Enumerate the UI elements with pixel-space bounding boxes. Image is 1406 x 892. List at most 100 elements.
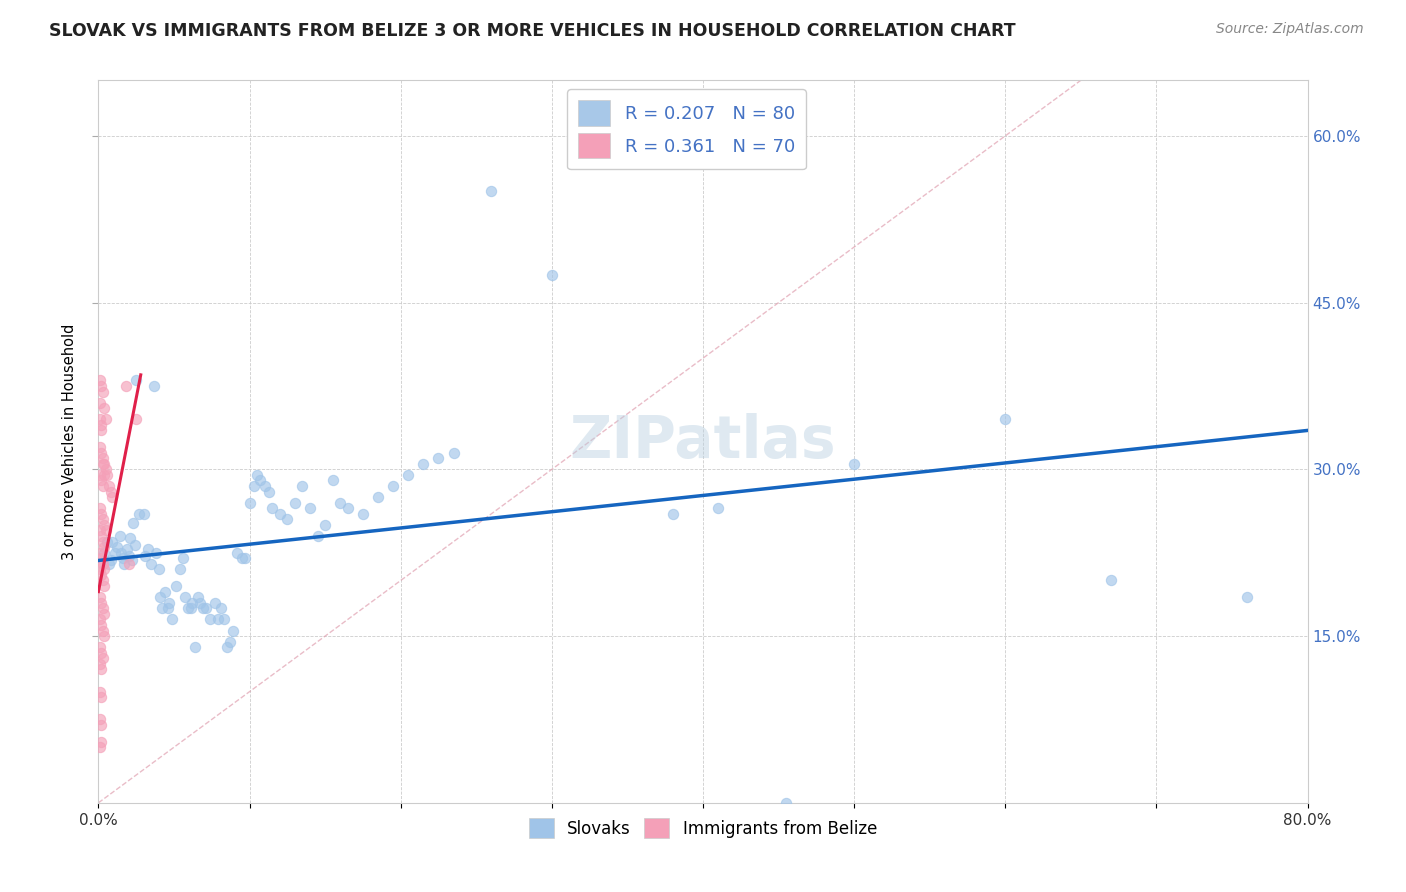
- Point: [367, 490, 389, 504]
- Point: [101, 534, 124, 549]
- Point: [112, 557, 135, 571]
- Point: [215, 640, 238, 655]
- Point: [91, 479, 114, 493]
- Point: [91, 651, 114, 665]
- Point: [150, 601, 173, 615]
- Point: [90, 618, 112, 632]
- Point: [194, 601, 217, 615]
- Point: [90, 596, 112, 610]
- Point: [844, 457, 866, 471]
- Point: [90, 379, 112, 393]
- Point: [94, 462, 117, 476]
- Point: [91, 457, 114, 471]
- Point: [707, 501, 730, 516]
- Point: [243, 479, 266, 493]
- Point: [222, 624, 245, 638]
- Point: [156, 601, 179, 615]
- Point: [110, 546, 132, 560]
- Point: [173, 590, 195, 604]
- Point: [276, 512, 298, 526]
- Point: [336, 501, 359, 516]
- Point: [775, 796, 797, 810]
- Point: [322, 474, 344, 488]
- Point: [89, 590, 111, 604]
- Point: [90, 646, 112, 660]
- Point: [121, 553, 143, 567]
- Point: [204, 596, 226, 610]
- Point: [134, 549, 156, 563]
- Point: [284, 496, 307, 510]
- Point: [149, 590, 172, 604]
- Point: [209, 601, 232, 615]
- Point: [172, 551, 194, 566]
- Point: [114, 379, 136, 393]
- Point: [159, 596, 181, 610]
- Point: [207, 612, 229, 626]
- Point: [93, 629, 115, 643]
- Point: [661, 507, 683, 521]
- Point: [91, 574, 114, 588]
- Point: [153, 584, 176, 599]
- Point: [90, 507, 112, 521]
- Point: [94, 524, 117, 538]
- Point: [246, 467, 269, 482]
- Point: [89, 373, 111, 387]
- Point: [115, 542, 138, 557]
- Point: [128, 507, 150, 521]
- Point: [90, 662, 112, 676]
- Point: [93, 467, 115, 482]
- Point: [239, 496, 262, 510]
- Point: [396, 467, 419, 482]
- Point: [89, 524, 111, 538]
- Point: [226, 546, 249, 560]
- Point: [994, 412, 1017, 426]
- Point: [93, 540, 115, 554]
- Point: [122, 516, 145, 530]
- Point: [90, 474, 112, 488]
- Point: [101, 490, 124, 504]
- Point: [98, 557, 121, 571]
- Point: [136, 542, 159, 557]
- Point: [91, 451, 114, 466]
- Point: [148, 562, 170, 576]
- Point: [141, 557, 163, 571]
- Point: [100, 484, 122, 499]
- Point: [176, 601, 198, 615]
- Point: [120, 531, 142, 545]
- Point: [89, 467, 111, 482]
- Point: [89, 713, 111, 727]
- Point: [314, 517, 336, 532]
- Point: [89, 612, 111, 626]
- Point: [262, 501, 284, 516]
- Point: [89, 412, 111, 426]
- Point: [90, 529, 112, 543]
- Legend: Slovaks, Immigrants from Belize: Slovaks, Immigrants from Belize: [522, 812, 884, 845]
- Point: [165, 579, 187, 593]
- Point: [93, 579, 115, 593]
- Point: [329, 496, 352, 510]
- Point: [219, 634, 242, 648]
- Point: [93, 401, 115, 416]
- Point: [125, 412, 148, 426]
- Point: [291, 479, 314, 493]
- Point: [184, 640, 207, 655]
- Point: [100, 553, 122, 567]
- Point: [481, 185, 503, 199]
- Point: [125, 373, 148, 387]
- Point: [93, 546, 115, 560]
- Point: [382, 479, 405, 493]
- Point: [187, 590, 209, 604]
- Point: [108, 529, 131, 543]
- Point: [94, 412, 117, 426]
- Point: [162, 612, 184, 626]
- Point: [540, 268, 562, 282]
- Point: [1236, 590, 1258, 604]
- Point: [352, 507, 374, 521]
- Text: SLOVAK VS IMMIGRANTS FROM BELIZE 3 OR MORE VEHICLES IN HOUSEHOLD CORRELATION CHA: SLOVAK VS IMMIGRANTS FROM BELIZE 3 OR MO…: [49, 22, 1015, 40]
- Point: [188, 596, 211, 610]
- Point: [91, 512, 114, 526]
- Point: [91, 534, 114, 549]
- Point: [249, 474, 271, 488]
- Point: [105, 540, 128, 554]
- Point: [91, 557, 114, 571]
